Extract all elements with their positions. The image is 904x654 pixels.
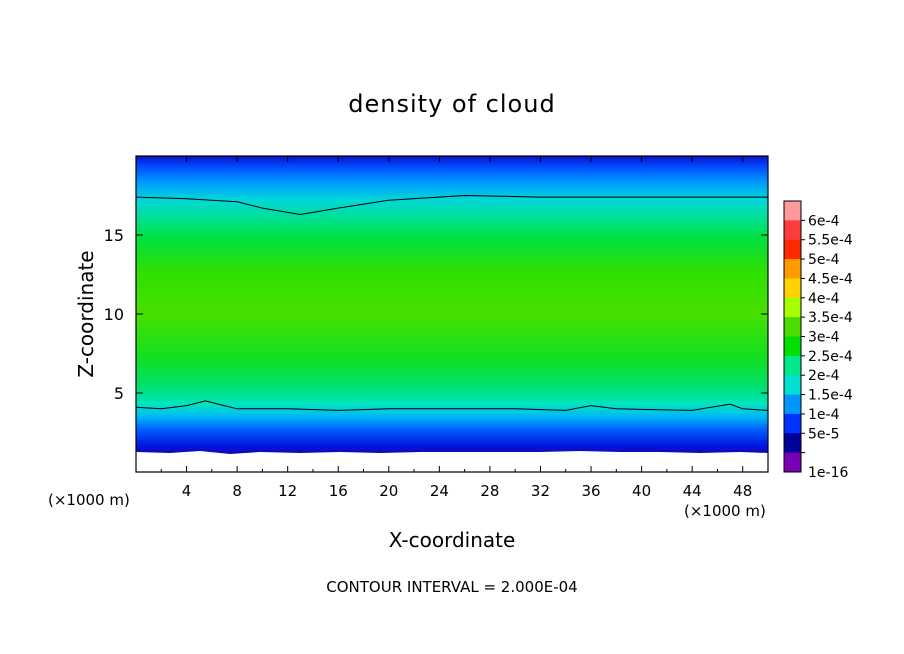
colorbar-label: 3e-4 (808, 330, 840, 346)
contour-line-lower (135, 400, 769, 411)
x-tick-label: 28 (480, 482, 499, 500)
colorbar-label: 4.5e-4 (808, 271, 853, 287)
y-tick-label: 5 (114, 384, 124, 403)
density-field (136, 156, 768, 472)
x-tick-label: 40 (632, 482, 651, 500)
colorbar-swatch (784, 297, 801, 318)
contour-line-upper (135, 194, 768, 216)
colorbar-label: 5e-4 (808, 252, 840, 268)
colorbar-label: 4e-4 (808, 291, 840, 307)
x-unit-right: (×1000 m) (684, 502, 766, 520)
colorbar-label: 2.5e-4 (808, 349, 853, 365)
x-tick-label: 12 (278, 482, 297, 500)
colorbar-swatch (784, 259, 801, 279)
x-tick-label: 20 (379, 482, 398, 500)
colorbar-label: 1e-16 (808, 465, 848, 481)
colorbar-label: 5.5e-4 (808, 233, 853, 249)
colorbar-label: 1e-4 (808, 407, 840, 423)
colorbar-swatch (784, 355, 801, 376)
x-tick-label: 4 (182, 482, 192, 500)
colorbar-label: 2e-4 (808, 368, 840, 384)
y-tick-label: 10 (104, 305, 124, 324)
colorbar-swatch (784, 317, 801, 337)
colorbar-swatch (784, 433, 801, 454)
x-tick-label: 24 (430, 482, 449, 500)
colorbar: 6e-4 5.5e-4 5e-4 4.5e-4 4e-4 3.5e-4 3e-4 2.5e-4… (783, 200, 853, 481)
ground-clear-region (136, 451, 768, 472)
x-axis: 4 8 12 16 20 24 28 32 36 40 44 48 (160, 156, 752, 500)
y-tick-label: 15 (104, 226, 124, 245)
x-tick-label: 16 (329, 482, 348, 500)
x-tick-label: 44 (683, 482, 702, 500)
x-unit-left: (×1000 m) (48, 491, 130, 509)
x-tick-label: 8 (232, 482, 242, 500)
colorbar-label: 5e-5 (808, 426, 839, 442)
colorbar-label: 6e-4 (808, 213, 840, 229)
colorbar-swatch (784, 452, 801, 473)
x-tick-label: 32 (531, 482, 550, 500)
colorbar-swatch (784, 394, 801, 415)
y-axis-label: Z-coordinate (74, 250, 98, 377)
colorbar-swatch (784, 375, 801, 395)
colorbar-swatch (784, 278, 801, 299)
x-axis-label: X-coordinate (389, 528, 516, 552)
colorbar-swatch (784, 413, 801, 434)
chart-title: density of cloud (348, 90, 555, 118)
x-tick-label: 48 (733, 482, 752, 500)
plot-area (135, 155, 769, 473)
colorbar-label: 3.5e-4 (808, 310, 853, 326)
colorbar-swatch (784, 220, 801, 241)
colorbar-label: 1.5e-4 (808, 388, 853, 404)
y-axis: 5 10 15 (104, 226, 768, 403)
x-tick-label: 36 (581, 482, 600, 500)
contour-interval-note: CONTOUR INTERVAL = 2.000E-04 (326, 578, 577, 596)
colorbar-swatch (784, 336, 801, 357)
colorbar-swatch (784, 201, 801, 221)
colorbar-swatch (784, 239, 801, 260)
